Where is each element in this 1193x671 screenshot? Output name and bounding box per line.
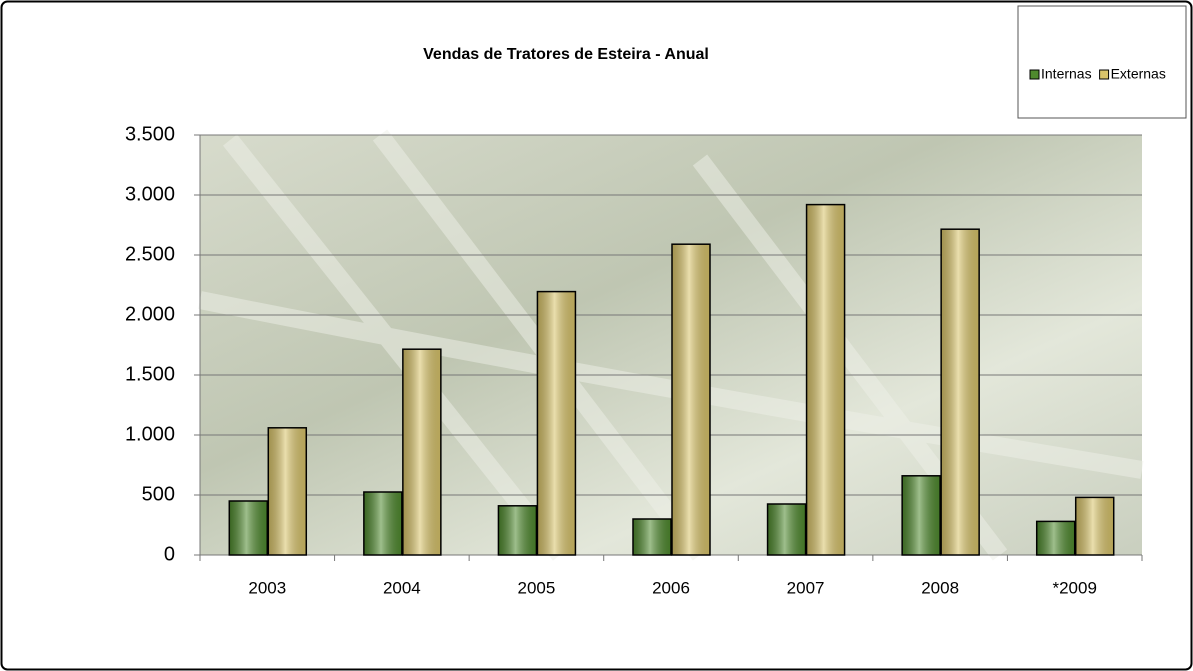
- y-tick-label: 500: [142, 483, 175, 505]
- plot-area: [200, 135, 1142, 555]
- chart-title: Vendas de Tratores de Esteira - Anual: [423, 46, 709, 63]
- y-tick-label: 2.000: [125, 303, 175, 325]
- legend-swatch: [1099, 69, 1110, 80]
- y-tick-label: 2.500: [125, 243, 175, 265]
- bar-shine: [1035, 520, 1076, 556]
- bar-shine: [536, 290, 577, 556]
- x-tick-label: 2007: [787, 578, 825, 597]
- x-tick-label: 2005: [518, 578, 556, 597]
- bar-shine: [901, 475, 941, 556]
- x-tick-label: 2004: [383, 578, 421, 597]
- bar-shine: [671, 243, 711, 556]
- bar-shine: [228, 500, 269, 556]
- bar-shine: [363, 491, 403, 556]
- x-tick-label: 2003: [248, 578, 286, 597]
- bar-shine: [805, 203, 846, 556]
- bar-shine: [940, 228, 980, 556]
- bar-shine: [497, 505, 538, 556]
- legend: [1017, 5, 1187, 119]
- x-tick-label: 2006: [652, 578, 690, 597]
- x-tick-label: *2009: [1052, 578, 1096, 597]
- y-tick-label: 3.500: [125, 123, 175, 145]
- y-tick-label: 1.500: [125, 363, 175, 385]
- y-tick-label: 0: [164, 543, 175, 565]
- legend-swatch: [1029, 69, 1040, 80]
- bar-shine: [766, 503, 807, 556]
- bar-shine: [267, 427, 308, 556]
- x-tick-label: 2008: [921, 578, 959, 597]
- bar-shine: [632, 518, 672, 556]
- bar-shine: [1074, 496, 1115, 556]
- y-tick-label: 3.000: [125, 183, 175, 205]
- bar-shine: [402, 348, 442, 556]
- legend-label: Internas: [1041, 66, 1092, 82]
- y-tick-label: 1.000: [125, 423, 175, 445]
- legend-label: Externas: [1111, 66, 1166, 82]
